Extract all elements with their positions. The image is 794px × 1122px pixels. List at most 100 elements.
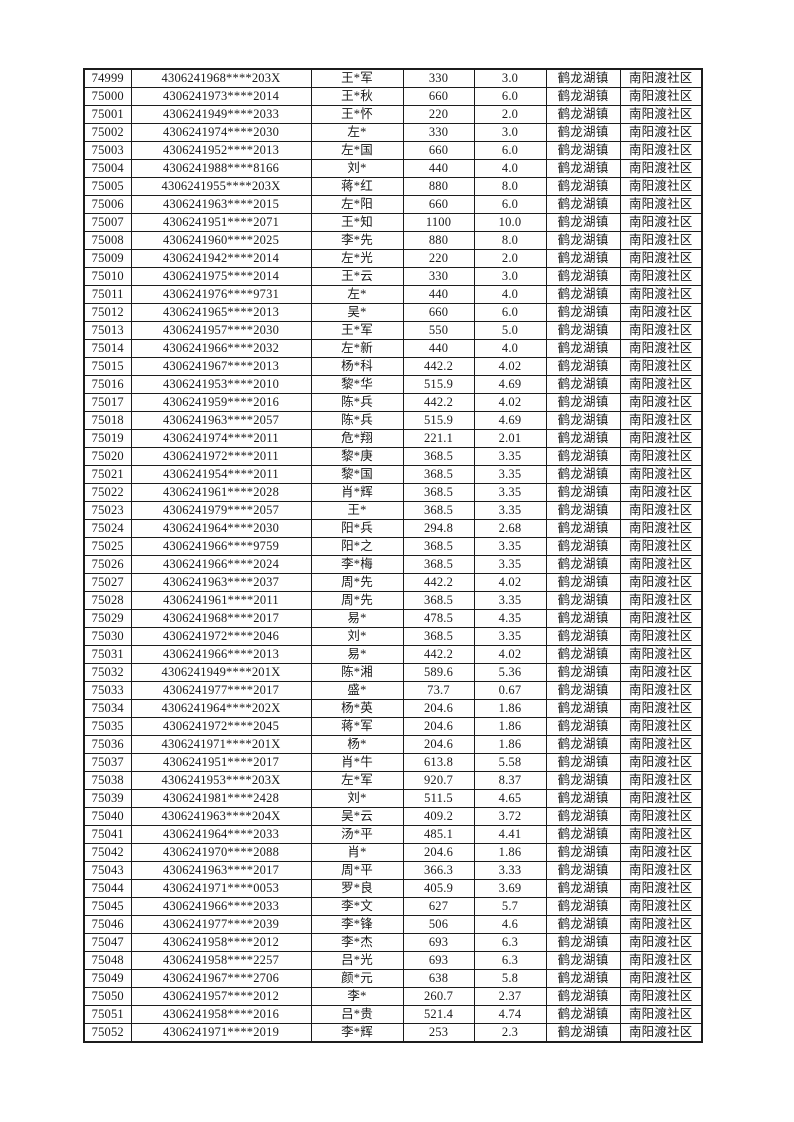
cell-id_number_masked: 4306241966****9759 [130, 537, 312, 556]
cell-community: 南阳渡社区 [619, 87, 703, 106]
cell-town: 鹤龙湖镇 [545, 807, 621, 826]
cell-community: 南阳渡社区 [619, 555, 703, 574]
cell-community: 南阳渡社区 [619, 501, 703, 520]
cell-id_number_masked: 4306241963****2037 [130, 573, 312, 592]
cell-quantity: 3.0 [473, 267, 547, 286]
cell-amount: 693 [402, 933, 475, 952]
cell-name: 周*先 [310, 591, 404, 610]
cell-id_number_masked: 4306241975****2014 [130, 267, 312, 286]
cell-name: 黎*国 [310, 465, 404, 484]
cell-quantity: 8.37 [473, 771, 547, 790]
cell-id_number_masked: 4306241972****2011 [130, 447, 312, 466]
table-row: 75016 4306241953****2010 黎*华 515.9 4.69 鹤龙湖镇南… [83, 375, 703, 394]
cell-name: 吕*贵 [310, 1005, 404, 1024]
cell-community: 南阳渡社区 [619, 825, 703, 844]
cell-community: 南阳渡社区 [619, 861, 703, 880]
cell-quantity: 4.35 [473, 609, 547, 628]
cell-community: 南阳渡社区 [619, 249, 703, 268]
cell-amount: 368.5 [402, 591, 475, 610]
cell-sequence_number: 75033 [83, 681, 132, 700]
cell-quantity: 2.0 [473, 105, 547, 124]
cell-quantity: 4.0 [473, 159, 547, 178]
cell-id_number_masked: 4306241959****2016 [130, 393, 312, 412]
cell-town: 鹤龙湖镇 [545, 879, 621, 898]
cell-town: 鹤龙湖镇 [545, 285, 621, 304]
cell-quantity: 2.68 [473, 519, 547, 538]
cell-town: 鹤龙湖镇 [545, 825, 621, 844]
cell-sequence_number: 75037 [83, 753, 132, 772]
cell-sequence_number: 75039 [83, 789, 132, 808]
cell-community: 南阳渡社区 [619, 411, 703, 430]
cell-amount: 330 [402, 123, 475, 142]
cell-community: 南阳渡社区 [619, 321, 703, 340]
cell-quantity: 3.72 [473, 807, 547, 826]
cell-id_number_masked: 4306241960****2025 [130, 231, 312, 250]
cell-community: 南阳渡社区 [619, 285, 703, 304]
cell-name: 盛* [310, 681, 404, 700]
cell-sequence_number: 75005 [83, 177, 132, 196]
table-row: 75008 4306241960****2025 李*先 880 8.0 鹤龙湖镇 南阳渡社… [83, 231, 703, 250]
cell-community: 南阳渡社区 [619, 843, 703, 862]
table-row: 75040 4306241963****204X 吴*云 409.2 3.72 鹤龙湖镇南… [83, 807, 703, 826]
cell-amount: 660 [402, 195, 475, 214]
cell-sequence_number: 75017 [83, 393, 132, 412]
cell-community: 南阳渡社区 [619, 519, 703, 538]
cell-sequence_number: 75026 [83, 555, 132, 574]
table-row: 75021 4306241954****2011 黎*国 368.5 3.35 鹤龙湖镇南… [83, 465, 703, 484]
cell-town: 鹤龙湖镇 [545, 465, 621, 484]
cell-amount: 368.5 [402, 537, 475, 556]
cell-quantity: 4.65 [473, 789, 547, 808]
cell-name: 李*文 [310, 897, 404, 916]
cell-community: 南阳渡社区 [619, 1005, 703, 1024]
table-row: 75002 4306241974****2030 左* 330 3.0 鹤龙湖镇 南阳渡社区 [83, 123, 703, 142]
cell-town: 鹤龙湖镇 [545, 573, 621, 592]
cell-amount: 440 [402, 159, 475, 178]
cell-amount: 442.2 [402, 573, 475, 592]
cell-name: 李*锋 [310, 915, 404, 934]
table-row: 75017 4306241959****2016 陈*兵 442.2 4.02 鹤龙湖镇南… [83, 393, 703, 412]
cell-sequence_number: 75044 [83, 879, 132, 898]
cell-id_number_masked: 4306241961****2011 [130, 591, 312, 610]
cell-id_number_masked: 4306241955****203X [130, 177, 312, 196]
cell-community: 南阳渡社区 [619, 537, 703, 556]
cell-community: 南阳渡社区 [619, 933, 703, 952]
cell-town: 鹤龙湖镇 [545, 159, 621, 178]
cell-name: 王*秋 [310, 87, 404, 106]
cell-name: 阳*之 [310, 537, 404, 556]
cell-town: 鹤龙湖镇 [545, 969, 621, 988]
cell-town: 鹤龙湖镇 [545, 591, 621, 610]
cell-town: 鹤龙湖镇 [545, 321, 621, 340]
cell-name: 王*怀 [310, 105, 404, 124]
cell-community: 南阳渡社区 [619, 1023, 703, 1043]
cell-sequence_number: 75020 [83, 447, 132, 466]
cell-amount: 478.5 [402, 609, 475, 628]
cell-quantity: 6.0 [473, 141, 547, 160]
cell-community: 南阳渡社区 [619, 663, 703, 682]
table-row: 75042 4306241970****2088 肖* 204.6 1.86 鹤龙湖镇 南阳… [83, 843, 703, 862]
cell-amount: 220 [402, 105, 475, 124]
cell-quantity: 4.41 [473, 825, 547, 844]
cell-town: 鹤龙湖镇 [545, 411, 621, 430]
cell-name: 王* [310, 501, 404, 520]
cell-quantity: 3.35 [473, 537, 547, 556]
cell-town: 鹤龙湖镇 [545, 537, 621, 556]
table-row: 75001 4306241949****2033 王*怀 220 2.0 鹤龙湖镇 南阳渡社… [83, 105, 703, 124]
cell-community: 南阳渡社区 [619, 177, 703, 196]
cell-amount: 442.2 [402, 393, 475, 412]
cell-town: 鹤龙湖镇 [545, 105, 621, 124]
cell-amount: 260.7 [402, 987, 475, 1006]
cell-amount: 589.6 [402, 663, 475, 682]
cell-sequence_number: 75050 [83, 987, 132, 1006]
table-row: 75046 4306241977****2039 李*锋 506 4.6 鹤龙湖镇 南阳渡社… [83, 915, 703, 934]
cell-town: 鹤龙湖镇 [545, 951, 621, 970]
cell-name: 左*国 [310, 141, 404, 160]
cell-sequence_number: 75029 [83, 609, 132, 628]
cell-amount: 521.4 [402, 1005, 475, 1024]
cell-sequence_number: 75004 [83, 159, 132, 178]
cell-amount: 440 [402, 285, 475, 304]
table-row: 75045 4306241966****2033 李*文 627 5.7 鹤龙湖镇 南阳渡社… [83, 897, 703, 916]
cell-town: 鹤龙湖镇 [545, 627, 621, 646]
cell-town: 鹤龙湖镇 [545, 447, 621, 466]
cell-sequence_number: 75030 [83, 627, 132, 646]
cell-community: 南阳渡社区 [619, 699, 703, 718]
